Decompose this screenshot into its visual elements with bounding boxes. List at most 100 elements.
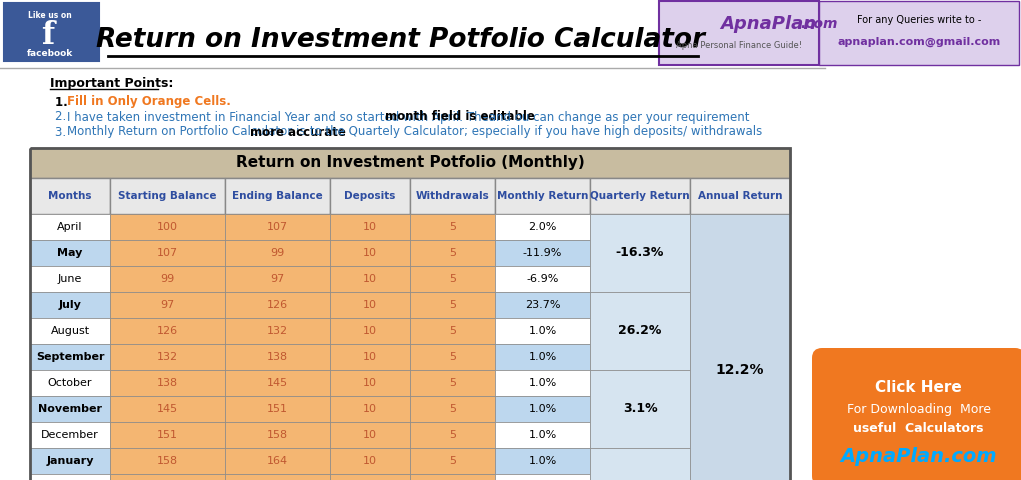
Text: Deposits: Deposits — [344, 191, 396, 201]
Text: 100: 100 — [157, 222, 178, 232]
Text: 97: 97 — [271, 274, 285, 284]
Text: 26.2%: 26.2% — [619, 324, 662, 337]
Text: 5: 5 — [449, 300, 456, 310]
Text: 151: 151 — [268, 404, 288, 414]
FancyBboxPatch shape — [590, 448, 690, 480]
Text: 5: 5 — [449, 404, 456, 414]
FancyBboxPatch shape — [110, 344, 225, 370]
Text: Monthly Return: Monthly Return — [497, 191, 588, 201]
FancyBboxPatch shape — [225, 396, 330, 422]
Text: 2.: 2. — [55, 110, 70, 123]
Text: ApnaPlan: ApnaPlan — [720, 15, 816, 33]
Text: Important Points:: Important Points: — [50, 77, 174, 91]
FancyBboxPatch shape — [110, 292, 225, 318]
FancyBboxPatch shape — [495, 344, 590, 370]
FancyBboxPatch shape — [410, 422, 495, 448]
Text: Months: Months — [48, 191, 92, 201]
FancyBboxPatch shape — [225, 370, 330, 396]
FancyBboxPatch shape — [225, 474, 330, 480]
FancyBboxPatch shape — [30, 422, 110, 448]
Text: 10: 10 — [363, 404, 377, 414]
FancyBboxPatch shape — [495, 214, 590, 240]
FancyBboxPatch shape — [110, 240, 225, 266]
FancyBboxPatch shape — [30, 178, 110, 214]
Text: f: f — [42, 21, 54, 51]
FancyBboxPatch shape — [495, 370, 590, 396]
FancyBboxPatch shape — [410, 318, 495, 344]
FancyBboxPatch shape — [410, 396, 495, 422]
Text: -6.9%: -6.9% — [526, 274, 558, 284]
Text: 126: 126 — [266, 300, 288, 310]
FancyBboxPatch shape — [110, 396, 225, 422]
Text: August: August — [50, 326, 90, 336]
Text: 5: 5 — [449, 326, 456, 336]
FancyBboxPatch shape — [110, 370, 225, 396]
FancyBboxPatch shape — [410, 370, 495, 396]
FancyBboxPatch shape — [590, 370, 690, 448]
Text: 10: 10 — [363, 456, 377, 466]
Text: more accurate: more accurate — [250, 125, 345, 139]
Text: May: May — [57, 248, 83, 258]
FancyBboxPatch shape — [330, 292, 410, 318]
FancyBboxPatch shape — [225, 266, 330, 292]
FancyBboxPatch shape — [495, 396, 590, 422]
FancyBboxPatch shape — [30, 318, 110, 344]
Text: 5: 5 — [449, 456, 456, 466]
Text: 10: 10 — [363, 222, 377, 232]
Text: 145: 145 — [157, 404, 178, 414]
Text: July: July — [58, 300, 82, 310]
Text: 5: 5 — [449, 274, 456, 284]
Text: ApnaPlan.com: ApnaPlan.com — [840, 446, 996, 466]
Text: Click Here: Click Here — [875, 381, 962, 396]
FancyBboxPatch shape — [330, 422, 410, 448]
FancyBboxPatch shape — [30, 266, 110, 292]
FancyBboxPatch shape — [330, 474, 410, 480]
Text: 10: 10 — [363, 248, 377, 258]
Text: Starting Balance: Starting Balance — [118, 191, 216, 201]
FancyBboxPatch shape — [30, 448, 110, 474]
Text: December: December — [41, 430, 99, 440]
FancyBboxPatch shape — [225, 214, 330, 240]
Text: 132: 132 — [266, 326, 288, 336]
Text: For any Queries write to -: For any Queries write to - — [857, 15, 981, 25]
Text: October: October — [48, 378, 92, 388]
FancyBboxPatch shape — [410, 240, 495, 266]
FancyBboxPatch shape — [495, 448, 590, 474]
Text: 23.7%: 23.7% — [525, 300, 561, 310]
FancyBboxPatch shape — [410, 344, 495, 370]
FancyBboxPatch shape — [110, 422, 225, 448]
Text: November: November — [38, 404, 102, 414]
Text: I have taken investment in Financial Year and so started with April. The: I have taken investment in Financial Yea… — [67, 110, 492, 123]
Text: Ending Balance: Ending Balance — [232, 191, 323, 201]
Text: 10: 10 — [363, 430, 377, 440]
FancyBboxPatch shape — [330, 448, 410, 474]
Text: September: September — [36, 352, 104, 362]
FancyBboxPatch shape — [330, 344, 410, 370]
FancyBboxPatch shape — [330, 178, 410, 214]
Text: facebook: facebook — [27, 49, 74, 59]
Text: 158: 158 — [266, 430, 288, 440]
FancyBboxPatch shape — [495, 266, 590, 292]
FancyBboxPatch shape — [590, 178, 690, 214]
FancyBboxPatch shape — [690, 214, 790, 480]
Text: 145: 145 — [266, 378, 288, 388]
Text: June: June — [58, 274, 82, 284]
Text: 158: 158 — [157, 456, 178, 466]
Text: month field is editable: month field is editable — [385, 110, 534, 123]
FancyBboxPatch shape — [4, 3, 99, 61]
Text: 3.1%: 3.1% — [623, 403, 658, 416]
FancyBboxPatch shape — [110, 474, 225, 480]
FancyBboxPatch shape — [410, 474, 495, 480]
FancyBboxPatch shape — [30, 214, 110, 240]
FancyBboxPatch shape — [495, 178, 590, 214]
FancyBboxPatch shape — [330, 318, 410, 344]
Text: 5: 5 — [449, 430, 456, 440]
FancyBboxPatch shape — [410, 292, 495, 318]
Text: 2.0%: 2.0% — [528, 222, 556, 232]
Text: 3.: 3. — [55, 125, 69, 139]
FancyBboxPatch shape — [410, 448, 495, 474]
Text: 1.0%: 1.0% — [529, 326, 556, 336]
Text: Monthly Return on Portfolio Calculator is: Monthly Return on Portfolio Calculator i… — [67, 125, 309, 139]
FancyBboxPatch shape — [30, 148, 790, 178]
FancyBboxPatch shape — [110, 448, 225, 474]
